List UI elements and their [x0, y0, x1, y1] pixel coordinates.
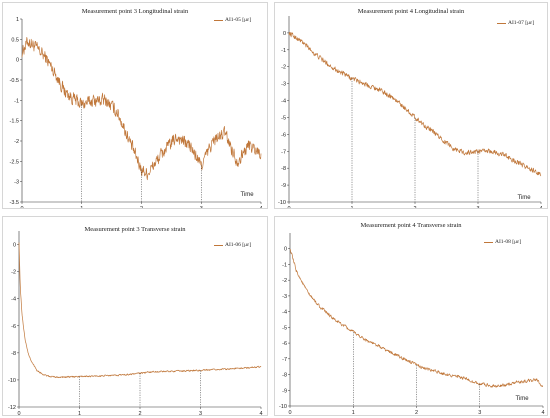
x-tick-label: 1 [350, 206, 353, 209]
chart-title: Measurement point 4 Longitudinal strain [357, 8, 465, 15]
y-tick-label: -6 [282, 341, 287, 347]
chart-panel-mp4-longitudinal: 0 -1 -2 -3 -4 -5 -6 -7 -8 -9 -10 0 1 2 3 4 Time Measurem… [274, 2, 548, 209]
y-tick-label: 1 [16, 17, 19, 23]
chart-title: Measurement point 3 Longitudinal strain [81, 8, 189, 15]
legend-label: AI1-05 [με] [225, 17, 252, 23]
chart-legend: AI1-08 [με] [484, 239, 521, 245]
x-axis-label: Time [240, 192, 254, 198]
chart-panel-mp3-longitudinal: 1 0.5 0 -0.5 -1 -1.5 -2 -2.5 -3 -3.5 0 1 2 3 4 Time Mea… [2, 2, 268, 209]
y-tick-label: -1 [281, 48, 286, 54]
x-tick-label: 1 [352, 410, 355, 416]
x-tick-label: 0 [17, 411, 20, 416]
y-tick-label: -2 [281, 65, 286, 71]
y-tick-label: -2 [14, 139, 19, 145]
y-tick-label: 0 [284, 247, 287, 253]
y-tick-label: -1.5 [10, 119, 19, 125]
y-tick-label: -9 [281, 183, 286, 189]
y-tick-label: -10 [279, 404, 287, 410]
x-tick-label: 0 [287, 206, 290, 209]
x-tick-label: 4 [539, 206, 542, 209]
chart-panel-mp3-transverse: 0 -2 -4 -6 -8 -10 -12 0 1 2 3 4 Measurement point 3… [2, 216, 268, 416]
chart-title: Measurement point 4 Transverse strain [360, 222, 462, 229]
x-tick-label: 2 [140, 206, 143, 209]
y-tick-label: -2 [282, 278, 287, 284]
x-tick-label: 2 [138, 411, 141, 416]
y-tick-label: -6 [281, 132, 286, 138]
y-tick-label: -3 [281, 82, 286, 88]
chart-title: Measurement point 3 Transverse strain [84, 226, 186, 233]
x-tick-label: 2 [415, 410, 418, 416]
series-line [18, 242, 262, 379]
y-tick-label: -2 [11, 270, 16, 276]
y-tick-label: 0 [13, 243, 16, 249]
y-tick-label: -7 [281, 149, 286, 155]
legend-swatch [497, 22, 506, 24]
series-line [289, 249, 544, 388]
chart-legend: AI1-05 [με] [214, 17, 251, 23]
chart-legend: AI1-07 [με] [497, 20, 534, 26]
x-tick-label: 3 [199, 411, 202, 416]
x-axis-label: Time [517, 195, 531, 201]
y-tick-label: -4 [11, 297, 16, 303]
y-tick-label: -2.5 [10, 159, 19, 165]
y-tick-label: -7 [282, 357, 287, 363]
x-tick-label: 3 [200, 206, 203, 209]
x-tick-label: 3 [476, 206, 479, 209]
y-tick-label: -6 [11, 324, 16, 330]
y-tick-label: 0 [283, 31, 286, 37]
legend-label: AI1-06 [με] [225, 242, 252, 248]
y-tick-label: -8 [11, 351, 16, 357]
series-line [21, 36, 262, 181]
y-tick-label: -8 [282, 373, 287, 379]
legend-label: AI1-08 [με] [495, 239, 522, 245]
x-axis-label: Time [515, 396, 529, 402]
y-tick-label: -8 [281, 166, 286, 172]
legend-swatch [214, 244, 223, 246]
x-tick-label: 4 [259, 206, 262, 209]
x-tick-label: 3 [478, 410, 481, 416]
x-tick-label: 2 [413, 206, 416, 209]
y-tick-label: -5 [282, 325, 287, 331]
x-tick-label: 0 [20, 206, 23, 209]
y-tick-label: -12 [8, 405, 16, 411]
y-tick-label: -3.5 [10, 200, 19, 206]
legend-swatch [214, 19, 223, 21]
x-tick-label: 4 [541, 410, 544, 416]
y-tick-label: -10 [278, 200, 286, 206]
y-tick-label: -0.5 [10, 78, 19, 84]
y-tick-label: -4 [281, 99, 286, 105]
y-tick-label: -3 [282, 294, 287, 300]
legend-label: AI1-07 [με] [508, 20, 535, 26]
legend-swatch [484, 241, 493, 243]
y-tick-label: -5 [281, 115, 286, 121]
x-tick-label: 1 [80, 206, 83, 209]
y-tick-label: -4 [282, 310, 287, 316]
x-tick-label: 4 [259, 411, 262, 416]
y-tick-label: 0.5 [11, 37, 19, 43]
chart-panel-mp4-transverse: 0 -1 -2 -3 -4 -5 -6 -7 -8 -9 -10 0 1 2 3 4 Time Measurem… [274, 216, 548, 416]
y-tick-label: -10 [8, 378, 16, 384]
y-tick-label: -1 [14, 98, 19, 104]
chart-legend: AI1-06 [με] [214, 242, 251, 248]
y-tick-label: 0 [16, 58, 19, 64]
x-tick-label: 1 [78, 411, 81, 416]
y-tick-label: -1 [282, 262, 287, 268]
y-tick-label: -3 [14, 180, 19, 186]
x-tick-label: 0 [288, 410, 291, 416]
y-tick-label: -9 [282, 388, 287, 394]
chart-svg: 0-2-4-6-8-10-120 1 2 3 4 [8, 231, 263, 416]
